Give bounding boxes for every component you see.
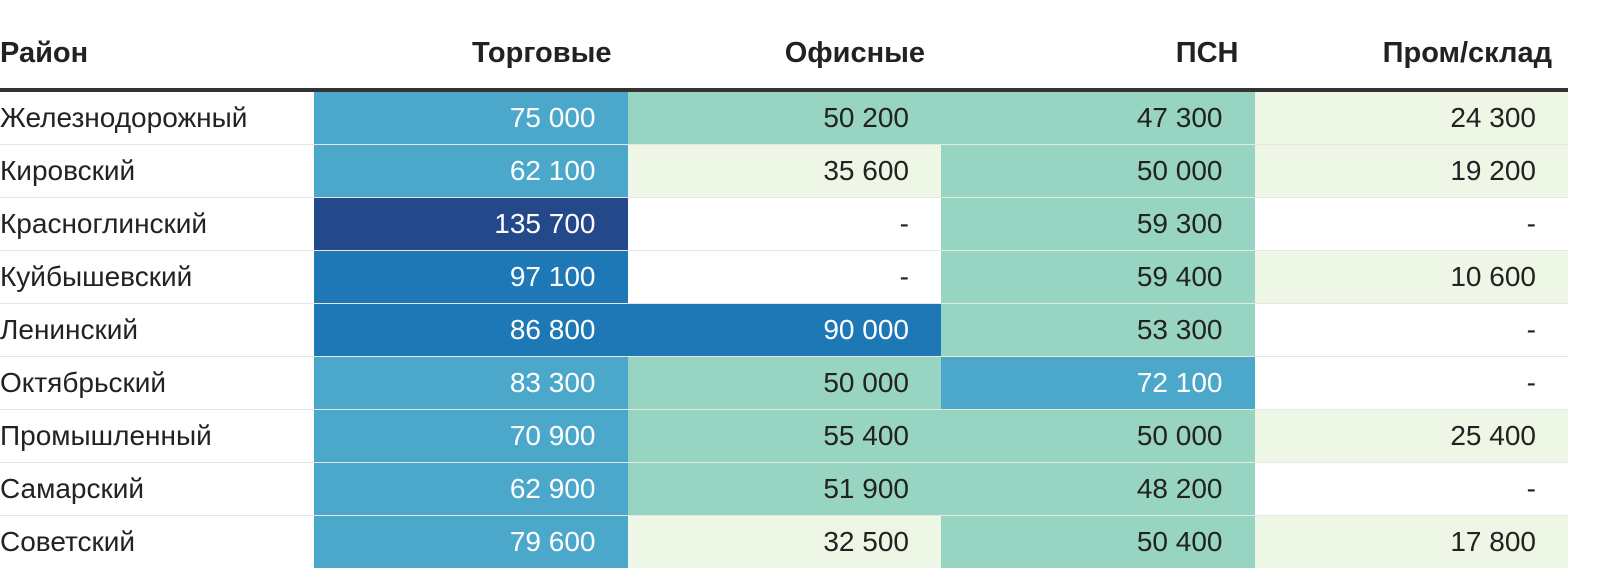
value-cell-psn: 53 300 [941,303,1255,357]
header-row: Район Торговые Офисные ПСН Пром/склад [0,18,1568,92]
value-cell-industrial: 19 200 [1254,144,1568,198]
table-row: Советский 79 600 32 500 50 400 17 800 [0,515,1568,568]
column-header-office: Офисные [627,18,941,92]
table-row: Октябрьский 83 300 50 000 72 100- [0,356,1568,410]
column-header-industrial: Пром/склад [1254,18,1568,92]
district-name: Советский [0,515,314,568]
value-cell-office: - [627,197,941,251]
value-cell-psn: 48 200 [941,462,1255,516]
district-name: Красноглинский [0,197,314,251]
table-row: Самарский 62 900 51 900 48 200- [0,462,1568,516]
table-body: Железнодорожный 75 000 50 200 47 300 24 300 К… [0,90,1568,568]
district-name: Железнодорожный [0,90,314,145]
value-cell-retail: 79 600 [314,515,628,568]
table-row: Железнодорожный 75 000 50 200 47 300 24 300 [0,90,1568,145]
district-name: Куйбышевский [0,250,314,304]
value-cell-psn: 50 000 [941,409,1255,463]
value-cell-retail: 135 700 [314,197,628,251]
column-header-psn: ПСН [941,18,1255,92]
value-cell-psn: 50 000 [941,144,1255,198]
value-cell-retail: 70 900 [314,409,628,463]
table-row: Куйбышевский 97 100-59 400 10 600 [0,250,1568,304]
district-name: Октябрьский [0,356,314,410]
value-cell-psn: 47 300 [941,90,1255,145]
value-cell-industrial: - [1254,462,1568,516]
table-header: Район Торговые Офисные ПСН Пром/склад [0,18,1568,92]
value-cell-industrial: - [1254,356,1568,410]
value-cell-retail: 62 100 [314,144,628,198]
value-cell-office: 32 500 [627,515,941,568]
district-name: Промышленный [0,409,314,463]
value-cell-office: 90 000 [627,303,941,357]
value-cell-psn: 59 400 [941,250,1255,304]
value-cell-psn: 50 400 [941,515,1255,568]
value-cell-retail: 62 900 [314,462,628,516]
value-cell-retail: 97 100 [314,250,628,304]
value-cell-office: 50 000 [627,356,941,410]
value-cell-industrial: 24 300 [1254,90,1568,145]
value-cell-industrial: - [1254,197,1568,251]
value-cell-retail: 75 000 [314,90,628,145]
column-header-district: Район [0,18,314,92]
value-cell-office: - [627,250,941,304]
value-cell-industrial: - [1254,303,1568,357]
value-cell-retail: 86 800 [314,303,628,357]
district-name: Ленинский [0,303,314,357]
column-header-retail: Торговые [314,18,628,92]
heatmap-table: Район Торговые Офисные ПСН Пром/склад Же… [0,18,1568,568]
value-cell-retail: 83 300 [314,356,628,410]
value-cell-psn: 59 300 [941,197,1255,251]
table-row: Кировский 62 100 35 600 50 000 19 200 [0,144,1568,198]
value-cell-industrial: 10 600 [1254,250,1568,304]
value-cell-office: 50 200 [627,90,941,145]
value-cell-industrial: 17 800 [1254,515,1568,568]
district-name: Кировский [0,144,314,198]
value-cell-office: 55 400 [627,409,941,463]
value-cell-industrial: 25 400 [1254,409,1568,463]
value-cell-psn: 72 100 [941,356,1255,410]
table-row: Красноглинский 135 700-59 300- [0,197,1568,251]
value-cell-office: 51 900 [627,462,941,516]
value-cell-office: 35 600 [627,144,941,198]
table-row: Ленинский 86 800 90 000 53 300- [0,303,1568,357]
district-name: Самарский [0,462,314,516]
table-row: Промышленный 70 900 55 400 50 000 25 400 [0,409,1568,463]
